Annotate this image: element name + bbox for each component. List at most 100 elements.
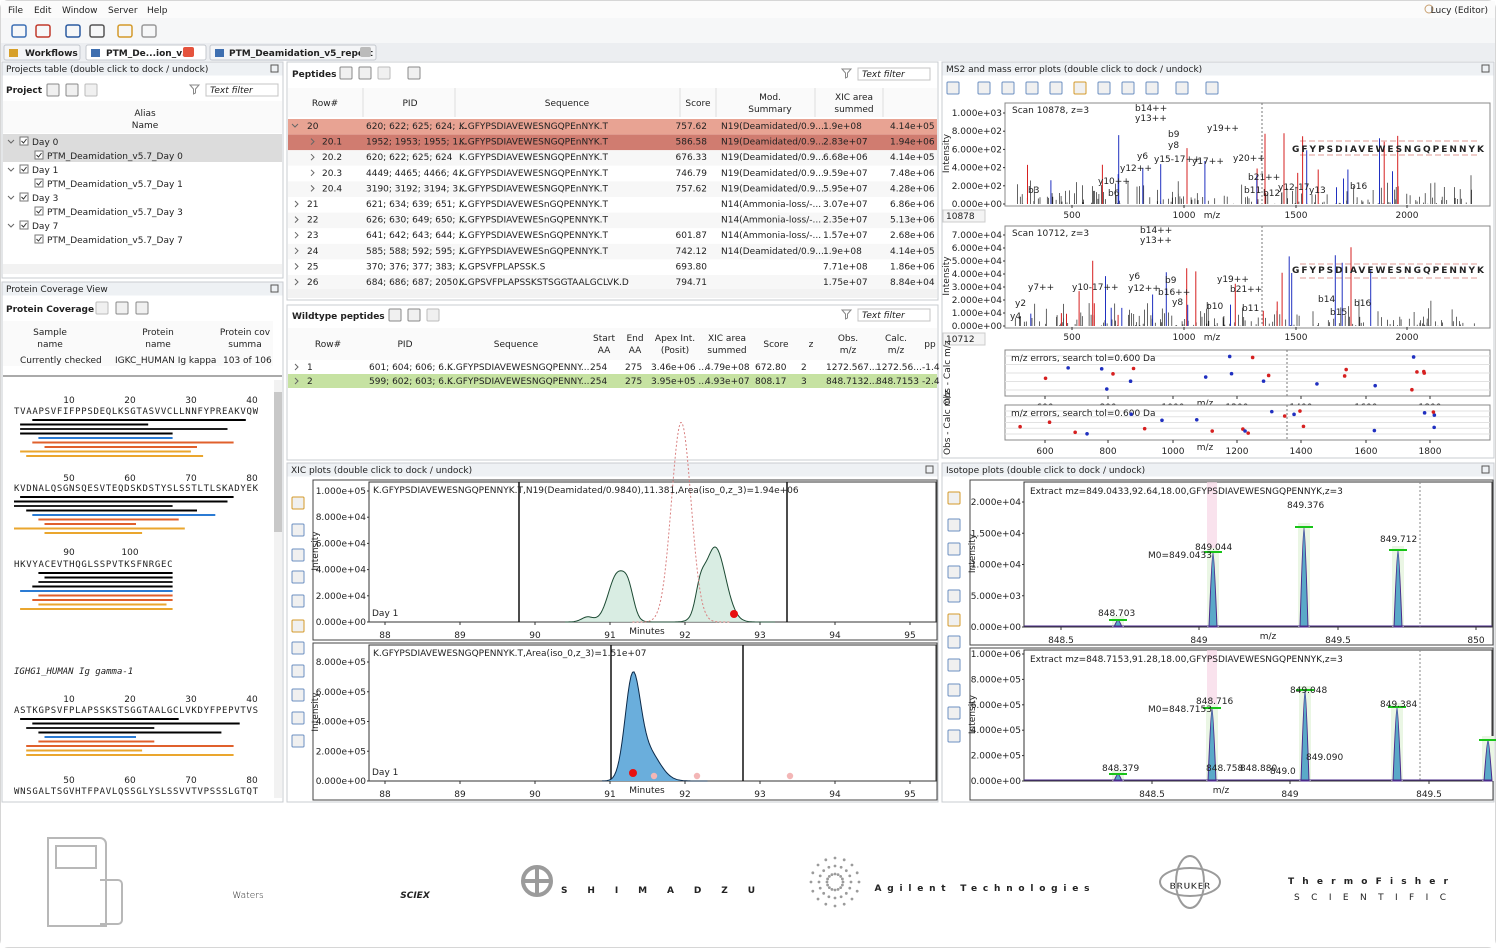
table-row[interactable] (288, 165, 937, 182)
tool-button[interactable] (947, 706, 961, 720)
expander[interactable] (291, 123, 299, 128)
tool-button[interactable] (947, 613, 961, 627)
toolbar-button[interactable] (11, 24, 27, 38)
scan-selector[interactable] (942, 209, 986, 223)
checkbox[interactable] (34, 206, 44, 216)
tool-button[interactable] (291, 641, 305, 655)
expander[interactable] (7, 195, 15, 200)
tool-button[interactable] (1145, 81, 1159, 95)
dock-button[interactable] (270, 64, 279, 73)
toolbar-button[interactable] (141, 24, 157, 38)
tool-button[interactable] (388, 308, 402, 322)
tool-button[interactable] (1049, 81, 1063, 95)
checkbox[interactable] (34, 234, 44, 244)
user-name[interactable]: Lucy (Editor) (1431, 6, 1488, 16)
tab[interactable] (85, 44, 207, 61)
scrollbar[interactable] (288, 289, 937, 298)
tool-button[interactable] (947, 658, 961, 672)
tab-label[interactable]: Workflows (25, 49, 78, 59)
tool-button[interactable] (84, 83, 98, 97)
table-row[interactable] (288, 197, 937, 213)
tool-button[interactable] (291, 619, 305, 633)
expander[interactable] (7, 223, 15, 228)
expander[interactable] (310, 138, 315, 145)
tool-button[interactable] (1001, 81, 1015, 95)
table-row[interactable] (288, 374, 937, 388)
tab-label[interactable]: PTM_De...ion_v5 (106, 49, 188, 59)
toolbar-button[interactable] (35, 24, 51, 38)
tool-button[interactable] (291, 734, 305, 748)
toolbar-button[interactable] (117, 24, 133, 38)
tool-button[interactable] (947, 542, 961, 556)
table-row[interactable] (288, 275, 937, 291)
table-row[interactable] (288, 212, 937, 229)
menu-item[interactable]: Window (62, 6, 98, 16)
tool-button[interactable] (291, 594, 305, 608)
table-row[interactable] (288, 119, 937, 135)
tab-close[interactable] (183, 47, 194, 57)
expander[interactable] (310, 169, 315, 177)
expander[interactable] (294, 216, 299, 223)
tool-button[interactable] (947, 491, 961, 505)
filter-input[interactable] (205, 83, 279, 97)
tool-button[interactable] (977, 81, 991, 95)
tool-button[interactable] (291, 548, 305, 562)
tool-button[interactable] (947, 589, 961, 603)
tool-button[interactable] (947, 635, 961, 649)
tool-button[interactable] (1175, 81, 1189, 95)
tool-button[interactable] (135, 301, 149, 315)
menu-item[interactable]: Server (108, 6, 138, 16)
tab-label[interactable]: PTM_Deamidation_v5_report (229, 49, 374, 59)
tool-button[interactable] (1205, 81, 1219, 95)
menu-item[interactable]: Help (147, 6, 168, 16)
tool-button[interactable] (291, 523, 305, 537)
tool-button[interactable] (426, 308, 440, 322)
scrollbar[interactable] (274, 380, 282, 798)
table-row[interactable] (288, 181, 937, 197)
table-row[interactable] (288, 360, 937, 374)
tool-button[interactable] (1121, 81, 1135, 95)
tool-button[interactable] (1025, 81, 1039, 95)
dock-button[interactable] (925, 465, 934, 474)
scan-selector[interactable] (942, 332, 986, 346)
tool-button[interactable] (339, 66, 353, 80)
checkbox[interactable] (19, 192, 29, 202)
dock-button[interactable] (270, 284, 279, 293)
tool-button[interactable] (95, 301, 109, 315)
menu-item[interactable]: File (8, 6, 24, 16)
tool-button[interactable] (947, 683, 961, 697)
checkbox[interactable] (19, 136, 29, 146)
expander[interactable] (294, 231, 299, 239)
checkbox[interactable] (34, 150, 44, 160)
table-row[interactable] (288, 243, 937, 260)
dock-button[interactable] (1481, 465, 1490, 474)
tool-button[interactable] (115, 301, 129, 315)
expander[interactable] (294, 200, 299, 208)
checkbox[interactable] (19, 164, 29, 174)
tool-button[interactable] (358, 66, 372, 80)
filter-input[interactable] (857, 67, 931, 81)
checkbox[interactable] (19, 220, 29, 230)
menu-item[interactable]: Edit (34, 6, 52, 16)
tool-button[interactable] (407, 66, 421, 80)
tool-button[interactable] (65, 83, 79, 97)
tab[interactable] (3, 44, 81, 61)
expander[interactable] (294, 247, 299, 255)
tool-button[interactable] (291, 688, 305, 702)
dock-button[interactable] (1481, 64, 1490, 73)
expander[interactable] (7, 167, 15, 172)
tool-button[interactable] (46, 83, 60, 97)
checkbox[interactable] (34, 178, 44, 188)
expander[interactable] (294, 263, 299, 270)
tool-button[interactable] (377, 66, 391, 80)
expander[interactable] (310, 153, 315, 161)
tool-button[interactable] (291, 570, 305, 584)
table-row[interactable] (288, 228, 937, 244)
scroll-thumb[interactable] (274, 392, 282, 532)
table-row[interactable] (288, 134, 937, 151)
tool-button[interactable] (1073, 81, 1087, 95)
expander[interactable] (294, 278, 299, 286)
tool-button[interactable] (947, 565, 961, 579)
tool-button[interactable] (407, 308, 421, 322)
table-row[interactable] (288, 259, 937, 275)
